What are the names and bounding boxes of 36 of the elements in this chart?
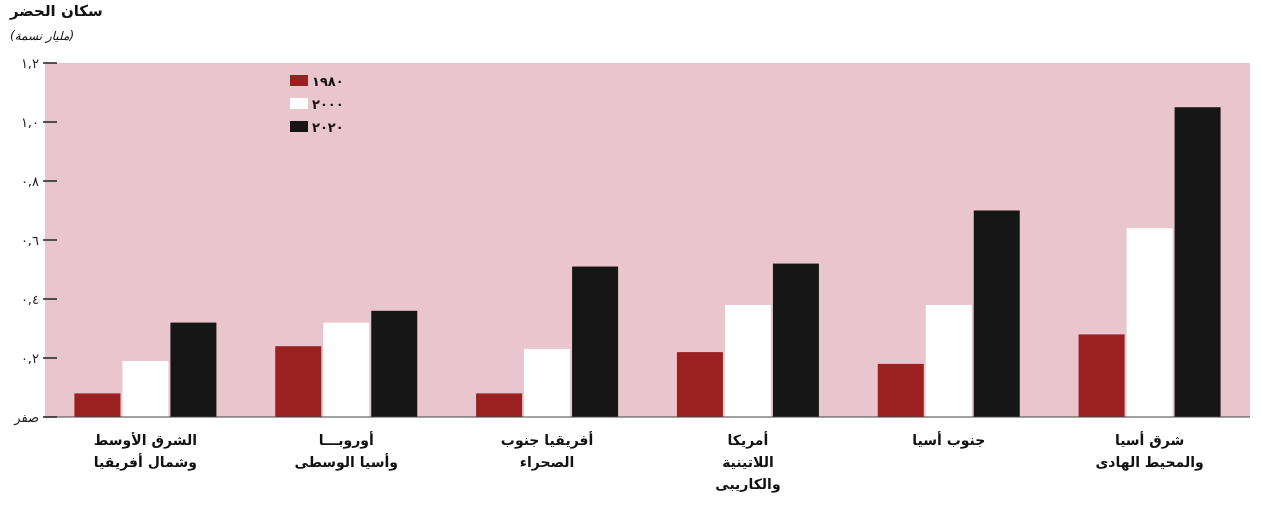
legend-label: ٢٠٢٠ [312,120,344,135]
x-tick-label: أفريقيا جنوب الصحراء [500,431,594,471]
bar [170,322,217,417]
bar [572,266,619,417]
x-tick-label: أوروبـــا وأسيا الوسطى [294,431,399,471]
bar [877,363,924,417]
chart-subtitle: (مليار نسمة) [10,29,75,43]
bar [724,304,771,417]
x-tick-label: الشرق الأوسط وشمال أفريقيا [93,432,197,471]
bar [524,349,571,417]
x-tick-label: أمريكا اللاتينية والكاريبى [715,431,781,493]
y-tick-label: ٠,٢ [20,351,40,366]
legend-label: ٢٠٠٠ [312,97,344,112]
bar [1078,334,1125,417]
bar [122,360,169,417]
bar [973,210,1020,417]
y-tick-label: ١,٠ [20,115,39,130]
x-tick-label: شرق أسيا والمحيط الهادى [1095,431,1204,471]
bar [323,322,370,417]
y-tick-label: ٠,٨ [20,174,40,189]
legend-label: ١٩٨٠ [312,74,344,89]
bar [476,393,523,417]
y-tick-label: ٠,٦ [20,233,40,248]
bar [1126,228,1173,417]
y-tick-label: صفر [13,410,39,426]
bar [275,346,322,417]
x-tick-label: جنوب أسيا [912,431,986,449]
bar [676,352,723,417]
y-tick-label: ١,٢ [20,56,40,71]
bar [925,304,972,417]
chart-title: سكان الحضر [9,2,103,20]
bar [371,310,418,417]
y-tick-label: ٠,٤ [20,292,39,307]
bar [74,393,121,417]
bar [772,263,819,417]
bar [1174,107,1221,417]
